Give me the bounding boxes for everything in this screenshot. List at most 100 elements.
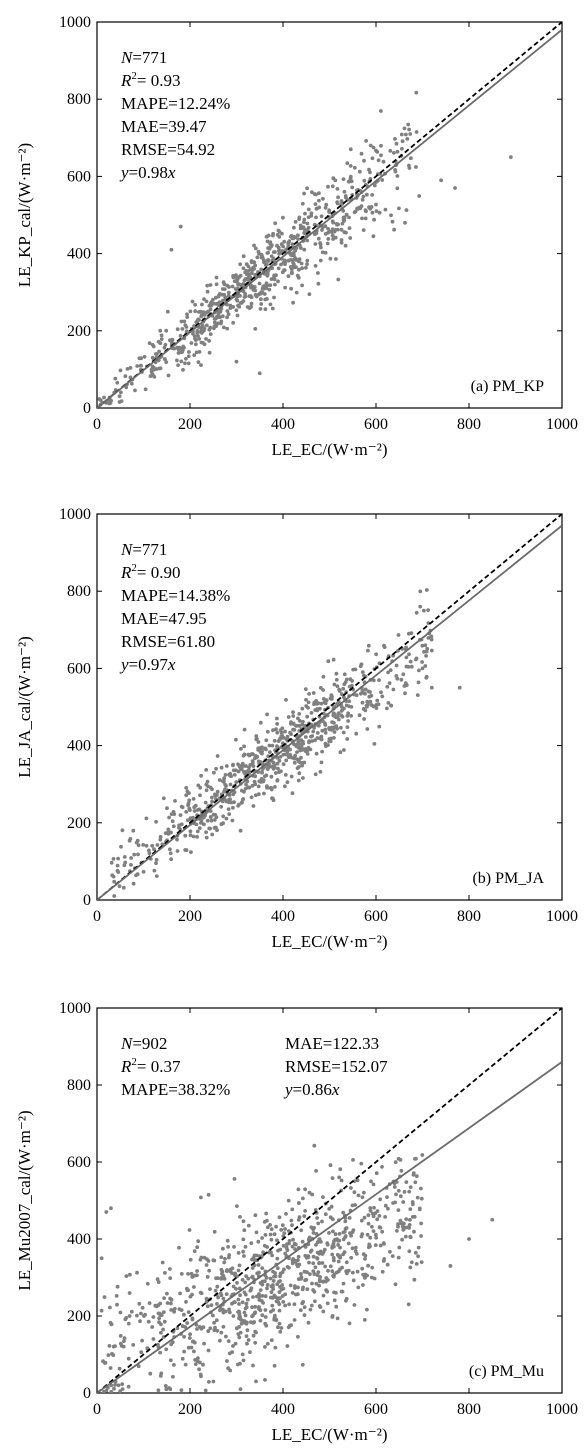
data-point (150, 1325, 155, 1329)
data-point (399, 677, 404, 682)
data-point (296, 716, 300, 721)
data-point (299, 1228, 304, 1233)
data-point (373, 1232, 378, 1237)
data-point (140, 1338, 145, 1343)
data-point (366, 648, 370, 653)
data-point (113, 376, 118, 381)
data-point (310, 190, 314, 195)
data-point (211, 1313, 215, 1318)
data-point (315, 1273, 320, 1277)
data-point (245, 1341, 249, 1346)
data-point (222, 779, 226, 783)
data-point (204, 830, 209, 835)
data-point (221, 1324, 226, 1329)
data-point (279, 1228, 284, 1232)
data-point (135, 1270, 139, 1275)
data-point (289, 1218, 294, 1223)
data-point (326, 659, 331, 664)
data-point (296, 1201, 301, 1205)
data-point (299, 1272, 303, 1276)
data-point (128, 366, 133, 370)
data-point (366, 689, 371, 694)
data-point (202, 313, 207, 317)
data-point (339, 227, 344, 232)
data-point (181, 368, 185, 372)
data-point (197, 1367, 202, 1372)
data-point (292, 253, 296, 258)
data-point (112, 1386, 116, 1391)
data-point (183, 323, 188, 327)
data-point (188, 816, 193, 820)
data-point (317, 706, 322, 711)
data-point (235, 298, 240, 303)
data-point (186, 1310, 191, 1314)
data-point (188, 833, 193, 838)
data-point (161, 1310, 166, 1314)
data-point (184, 356, 188, 361)
data-point (279, 730, 284, 735)
data-point (306, 215, 311, 220)
data-point (232, 773, 237, 777)
data-point (199, 1374, 203, 1379)
data-point (326, 1278, 330, 1282)
data-point (396, 1156, 401, 1161)
data-point (212, 1328, 217, 1333)
data-point (330, 1315, 335, 1319)
data-point (267, 287, 272, 292)
data-point (219, 1255, 224, 1260)
data-point (344, 1269, 349, 1274)
data-point (305, 1287, 310, 1292)
data-point (420, 1153, 425, 1157)
data-point (259, 780, 263, 784)
data-point (341, 730, 346, 735)
data-point (414, 1174, 419, 1178)
data-point (238, 262, 243, 267)
data-point (392, 227, 396, 232)
data-point (102, 395, 106, 400)
data-point (302, 247, 307, 252)
data-point (347, 226, 352, 231)
data-point (358, 664, 363, 669)
data-point (369, 1179, 373, 1184)
data-point (403, 691, 407, 696)
data-point (246, 1223, 251, 1228)
data-point (160, 842, 165, 847)
data-point (291, 710, 295, 714)
data-point (147, 1301, 152, 1305)
data-point (380, 178, 385, 182)
data-point (291, 727, 295, 732)
data-point (258, 746, 263, 750)
scatter-panel-2: 0 200 400 600 800 1000 0 200 400 600 800 1000 LE_EC/… (15, 506, 578, 951)
data-point (272, 273, 276, 278)
data-point (220, 298, 225, 303)
data-point (167, 815, 172, 820)
data-point (195, 1269, 200, 1273)
data-point (273, 1295, 278, 1300)
data-point (267, 743, 272, 748)
data-point (426, 621, 431, 625)
data-point (321, 1279, 325, 1284)
data-point (399, 1168, 404, 1173)
data-point (316, 1221, 321, 1226)
data-point (292, 265, 297, 270)
data-point (242, 752, 247, 757)
data-point (276, 739, 281, 743)
data-point (350, 1246, 355, 1251)
data-point (448, 1264, 453, 1268)
data-point (331, 657, 336, 662)
data-point (237, 1335, 242, 1340)
data-point (305, 262, 309, 266)
data-point (227, 1253, 232, 1257)
data-point (419, 1221, 423, 1226)
data-point (330, 184, 335, 189)
data-point (226, 290, 231, 295)
data-point (271, 233, 275, 238)
data-point (380, 1269, 385, 1274)
data-point (253, 293, 258, 297)
data-point (109, 1322, 114, 1327)
data-point (211, 1258, 216, 1263)
data-point (300, 706, 305, 711)
data-point (395, 174, 400, 178)
data-point (225, 326, 230, 331)
data-point (316, 723, 321, 728)
